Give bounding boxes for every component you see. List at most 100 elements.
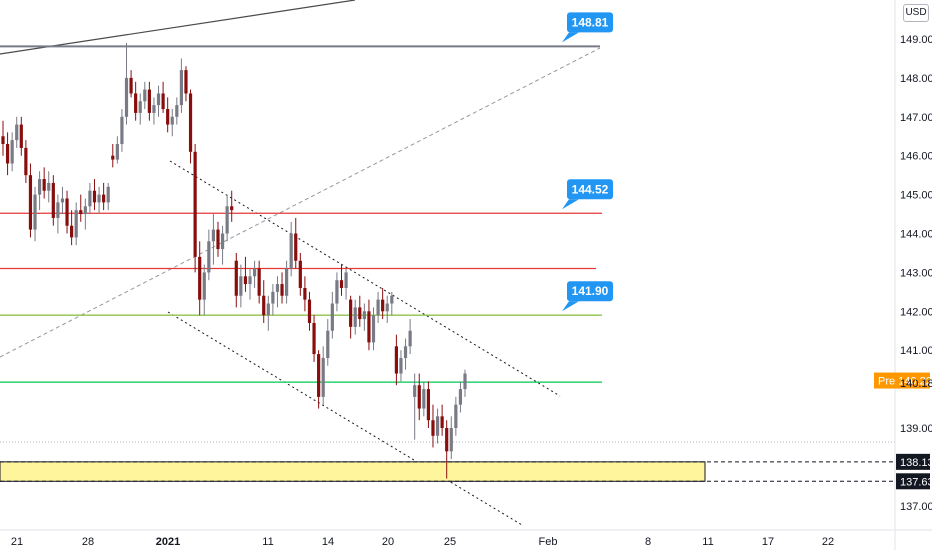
candle-body bbox=[79, 210, 83, 215]
candle-body bbox=[422, 389, 426, 409]
level-141-90-callout-label: 141.90 bbox=[572, 284, 609, 298]
resistance-144-52-callout-label: 144.52 bbox=[572, 182, 609, 196]
resistance-148-81-callout-box[interactable] bbox=[567, 12, 613, 33]
candle-body bbox=[33, 194, 37, 230]
time-tick-label: Feb bbox=[539, 536, 558, 548]
candle-body bbox=[216, 229, 220, 250]
price-label-box bbox=[896, 473, 930, 490]
candle-body bbox=[138, 101, 142, 113]
candle-body bbox=[307, 299, 312, 323]
candle-body bbox=[15, 124, 19, 141]
candle-body bbox=[37, 179, 42, 195]
upper-trendline[interactable] bbox=[0, 0, 356, 55]
time-tick-label: 14 bbox=[322, 536, 334, 548]
price-tick-label: 144.00 bbox=[900, 229, 932, 241]
support-zone[interactable] bbox=[0, 461, 706, 482]
price-tick-label: 149.00 bbox=[900, 34, 932, 46]
price-tick-label: 139.00 bbox=[900, 423, 932, 435]
time-tick-label: 17 bbox=[762, 536, 774, 548]
candle-body bbox=[179, 70, 183, 106]
level-141-90-callout-box[interactable] bbox=[567, 281, 613, 302]
price-label-box bbox=[896, 453, 930, 470]
candle-body bbox=[349, 299, 353, 327]
time-tick-label: 20 bbox=[382, 536, 394, 548]
candle-body bbox=[330, 303, 334, 331]
candle-body bbox=[458, 389, 463, 405]
candle-body bbox=[211, 229, 216, 242]
candle-body bbox=[115, 144, 119, 160]
candle-body bbox=[417, 385, 421, 409]
currency-badge[interactable]: USD bbox=[903, 4, 929, 22]
candle-body bbox=[51, 182, 55, 218]
price-label-text: Pre 140.22 bbox=[878, 376, 932, 388]
candle-body bbox=[184, 70, 188, 94]
candle-body bbox=[445, 428, 449, 452]
candle-body bbox=[147, 89, 151, 113]
candle-body bbox=[74, 210, 78, 238]
candle-body bbox=[28, 175, 33, 230]
price-label-text: 137.63 bbox=[900, 476, 932, 488]
candle-body bbox=[106, 186, 110, 203]
candle-body bbox=[198, 256, 202, 300]
trendline-layer bbox=[0, 0, 601, 526]
price-tick-label: 142.00 bbox=[900, 306, 932, 318]
candle-body bbox=[175, 105, 179, 117]
candle-body bbox=[234, 260, 238, 296]
callouts-layer: 148.81 144.52 141.90 bbox=[562, 12, 613, 312]
price-tick-label: 137.00 bbox=[900, 501, 932, 513]
candle-body bbox=[449, 428, 453, 452]
candle-body bbox=[143, 89, 147, 102]
price-label-box bbox=[874, 372, 930, 389]
candle-body bbox=[271, 291, 275, 304]
candle-body bbox=[353, 307, 357, 327]
candle-body bbox=[5, 144, 10, 164]
price-tick-label: 143.00 bbox=[900, 267, 932, 279]
resistance-144-52-callout-box[interactable] bbox=[567, 179, 613, 200]
channel-upper-line[interactable] bbox=[169, 160, 561, 397]
price-tick-label: 145.00 bbox=[900, 190, 932, 202]
candle-body bbox=[1, 136, 5, 145]
candle-body bbox=[463, 373, 467, 390]
time-axis-ticks[interactable]: 21 28 2021 11 14 20 25 Feb 8 11 17 22 bbox=[11, 536, 834, 548]
candle-body bbox=[385, 303, 389, 312]
candle-body bbox=[134, 93, 138, 113]
time-tick-label: 25 bbox=[444, 536, 456, 548]
time-tick-label: 8 bbox=[645, 536, 651, 548]
candle-body bbox=[239, 276, 243, 296]
price-tick-label: 147.00 bbox=[900, 112, 932, 124]
resistance-148-81-callout-pointer bbox=[562, 32, 579, 43]
price-label-text: 140.18 bbox=[900, 378, 932, 390]
candle-body bbox=[413, 385, 417, 397]
candle-body bbox=[230, 206, 234, 211]
channel-lower-line[interactable] bbox=[167, 311, 523, 526]
candle-body bbox=[56, 202, 60, 218]
candle-body bbox=[188, 93, 193, 152]
candle-body bbox=[156, 93, 161, 106]
candle-body bbox=[19, 124, 23, 148]
candle-body bbox=[440, 416, 444, 428]
price-tick-label: 141.00 bbox=[900, 345, 932, 357]
candle-body bbox=[376, 299, 380, 316]
candle-body bbox=[24, 147, 28, 176]
candle-body bbox=[65, 198, 69, 226]
candle-body bbox=[403, 346, 408, 358]
candle-body bbox=[92, 190, 97, 203]
rising-dashed-trendline[interactable] bbox=[0, 47, 601, 358]
price-tick-label: 148.00 bbox=[900, 73, 932, 85]
candle-body bbox=[193, 151, 197, 257]
candle-body bbox=[225, 206, 229, 234]
candle-body bbox=[10, 140, 14, 164]
candle-body bbox=[275, 284, 280, 292]
candle-body bbox=[207, 241, 211, 273]
candle-body bbox=[358, 307, 362, 320]
candle-body bbox=[367, 311, 371, 343]
candle-body bbox=[170, 116, 174, 125]
candle-body bbox=[243, 276, 248, 285]
candle-body bbox=[88, 190, 92, 207]
candle-body bbox=[344, 272, 348, 288]
price-axis-ticks[interactable]: 149.00 148.00 147.00 146.00 145.00 144.00 143.… bbox=[900, 34, 932, 513]
candle-body bbox=[248, 276, 252, 285]
